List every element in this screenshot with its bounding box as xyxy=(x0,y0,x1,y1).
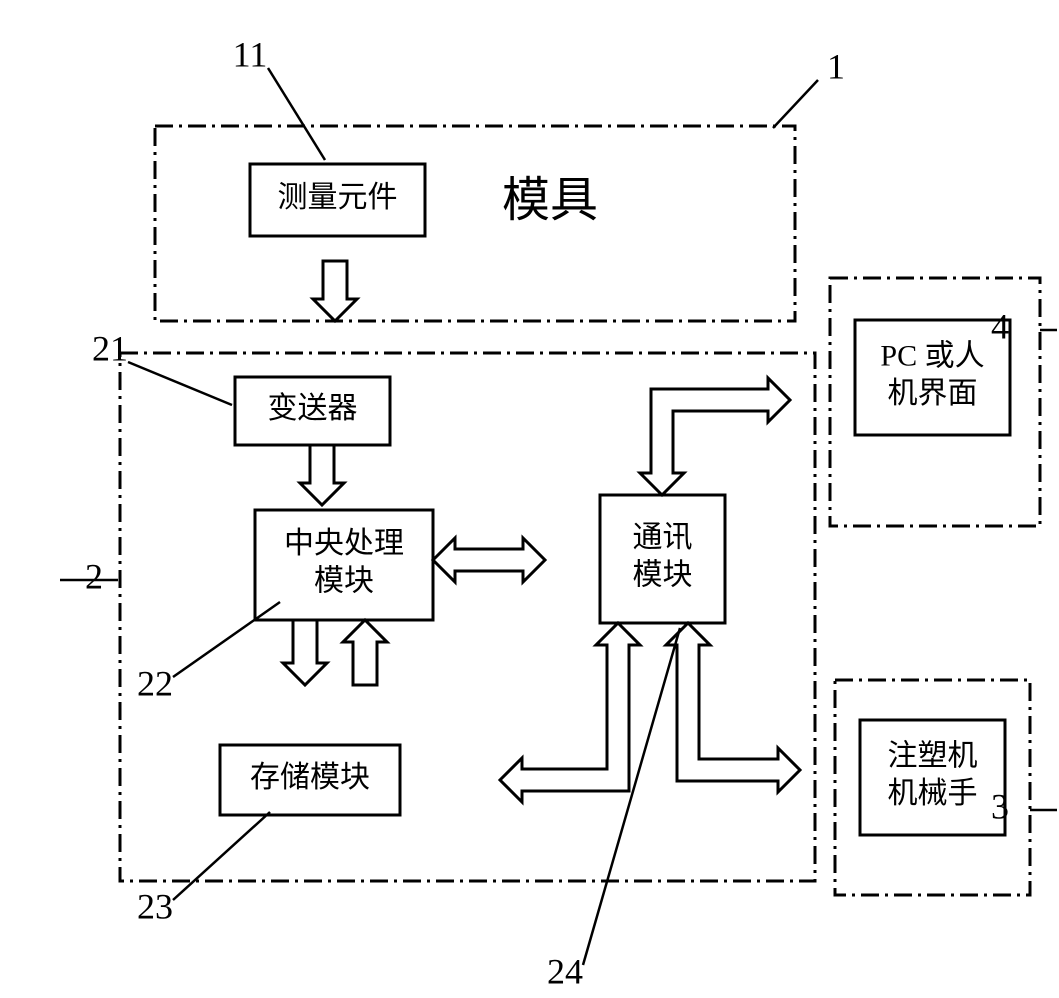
arrow xyxy=(300,445,344,505)
callout-line xyxy=(173,812,270,900)
node-label-21: 变送器 xyxy=(268,392,358,425)
elbow-arrow xyxy=(640,378,790,495)
callout-line xyxy=(268,68,325,160)
arrow xyxy=(343,620,387,685)
callout-line xyxy=(773,80,818,128)
callout-label: 11 xyxy=(233,34,268,74)
node-label-bigmold: 模具 xyxy=(502,174,598,227)
node-label-11: 测量元件 xyxy=(278,181,398,214)
node-label-4n-0: PC 或人 xyxy=(880,340,984,373)
node-label-22-0: 中央处理 xyxy=(284,527,404,560)
node-label-24-0: 通讯 xyxy=(633,521,693,554)
callout-line xyxy=(583,628,680,965)
node-label-3n-1: 机械手 xyxy=(888,777,978,810)
node-label-24-1: 模块 xyxy=(633,559,693,592)
container-2 xyxy=(120,353,815,881)
callout-label: 2 xyxy=(85,556,103,596)
arrow-double xyxy=(433,538,545,582)
arrow xyxy=(283,620,327,685)
arrow xyxy=(313,261,357,321)
callout-label: 1 xyxy=(827,46,845,86)
callout-label: 24 xyxy=(547,951,583,991)
elbow-arrow xyxy=(666,623,800,792)
node-label-4n-1: 机界面 xyxy=(888,377,978,410)
node-label-3n-0: 注塑机 xyxy=(888,740,978,773)
callout-label: 23 xyxy=(137,886,173,926)
callout-label: 22 xyxy=(137,663,173,703)
callout-label: 4 xyxy=(991,306,1009,346)
callout-line xyxy=(173,602,280,677)
callout-label: 3 xyxy=(991,786,1009,826)
node-label-23: 存储模块 xyxy=(250,761,370,794)
callout-line xyxy=(128,362,232,405)
node-label-22-1: 模块 xyxy=(314,565,374,598)
elbow-arrow xyxy=(500,623,640,802)
callout-label: 21 xyxy=(92,328,128,368)
